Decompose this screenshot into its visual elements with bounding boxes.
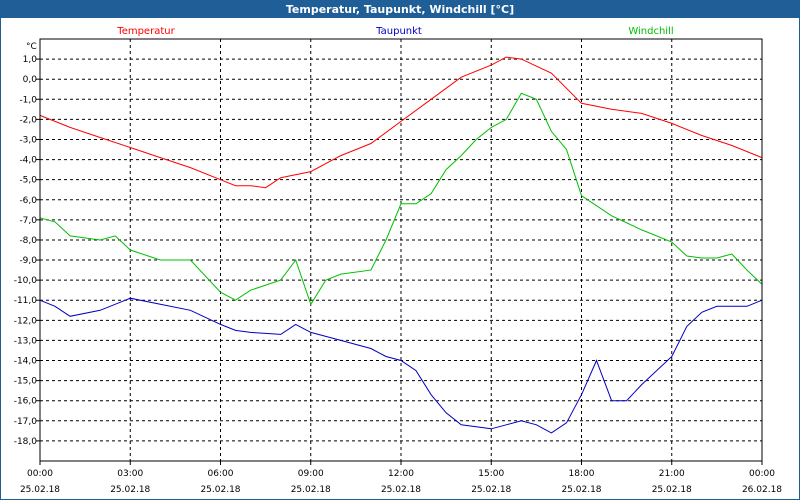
- legend-label-temperatur: Temperatur: [116, 26, 175, 37]
- y-axis-unit: °C: [26, 42, 37, 52]
- y-tick-label: -3,0: [19, 135, 37, 145]
- y-tick-label: -7,0: [19, 216, 37, 226]
- y-tick-label: -8,0: [19, 236, 37, 246]
- axes: [36, 38, 763, 465]
- y-tick-label: -13,0: [14, 336, 38, 346]
- x-tick-labels: 00:00 25.02.18 03:00 25.02.18 06:00 25.02.18 0…: [20, 469, 782, 495]
- x-tick-time-label: 00:00: [27, 469, 53, 479]
- y-tick-label: -10,0: [14, 276, 38, 286]
- x-tick-time-label: 03:00: [117, 469, 143, 479]
- y-tick-label: -11,0: [14, 296, 38, 306]
- series-line-temperatur: [39, 56, 763, 189]
- x-tick-time-label: 21:00: [659, 469, 685, 479]
- x-tick-date-label: 25.02.18: [652, 485, 692, 495]
- x-tick-date-label: 25.02.18: [200, 485, 240, 495]
- y-tick-label: -6,0: [19, 196, 37, 206]
- window-title: Temperatur, Taupunkt, Windchill [°C]: [1, 1, 799, 18]
- legend: Temperatur Taupunkt Windchill: [116, 26, 673, 37]
- y-tick-label: -16,0: [14, 397, 38, 407]
- x-tick-time-label: 12:00: [388, 469, 414, 479]
- x-tick-date-label: 25.02.18: [110, 485, 150, 495]
- x-tick-date-label: 25.02.18: [20, 485, 60, 495]
- y-tick-label: -9,0: [19, 256, 37, 266]
- y-tick-labels: 1,0 0,0 -1,0 -2,0 -3,0 -4,0 -5,0 -6,0 -7,0 -8,0 -9…: [14, 55, 38, 447]
- y-tick-label: -4,0: [19, 156, 37, 166]
- series-line-windchill: [39, 92, 763, 306]
- y-tick-label: -18,0: [14, 437, 38, 447]
- legend-label-taupunkt: Taupunkt: [375, 26, 422, 37]
- y-tick-label: -14,0: [14, 357, 38, 367]
- legend-label-windchill: Windchill: [628, 26, 673, 37]
- x-tick-date-label: 25.02.18: [471, 485, 511, 495]
- y-tick-label: -2,0: [19, 115, 37, 125]
- x-tick-date-label: 25.02.18: [561, 485, 601, 495]
- grid-lines: [40, 39, 762, 461]
- x-tick-date-label: 26.02.18: [742, 485, 782, 495]
- x-tick-date-label: 25.02.18: [381, 485, 421, 495]
- y-tick-label: -5,0: [19, 176, 37, 186]
- y-tick-label: -12,0: [14, 316, 38, 326]
- y-tick-label: -15,0: [14, 377, 38, 387]
- x-tick-time-label: 06:00: [208, 469, 234, 479]
- x-tick-time-label: 18:00: [569, 469, 595, 479]
- x-tick-time-label: 15:00: [478, 469, 504, 479]
- x-tick-date-label: 25.02.18: [291, 485, 331, 495]
- y-tick-label: -17,0: [14, 417, 38, 427]
- y-tick-label: 1,0: [23, 55, 38, 65]
- plot-border: [39, 38, 763, 462]
- y-tick-label: 0,0: [23, 75, 38, 85]
- y-tick-label: -1,0: [19, 95, 37, 105]
- x-tick-time-label: 09:00: [298, 469, 324, 479]
- x-tick-time-label: 00:00: [749, 469, 775, 479]
- series-line-taupunkt: [39, 297, 763, 434]
- series-layer: [39, 56, 763, 434]
